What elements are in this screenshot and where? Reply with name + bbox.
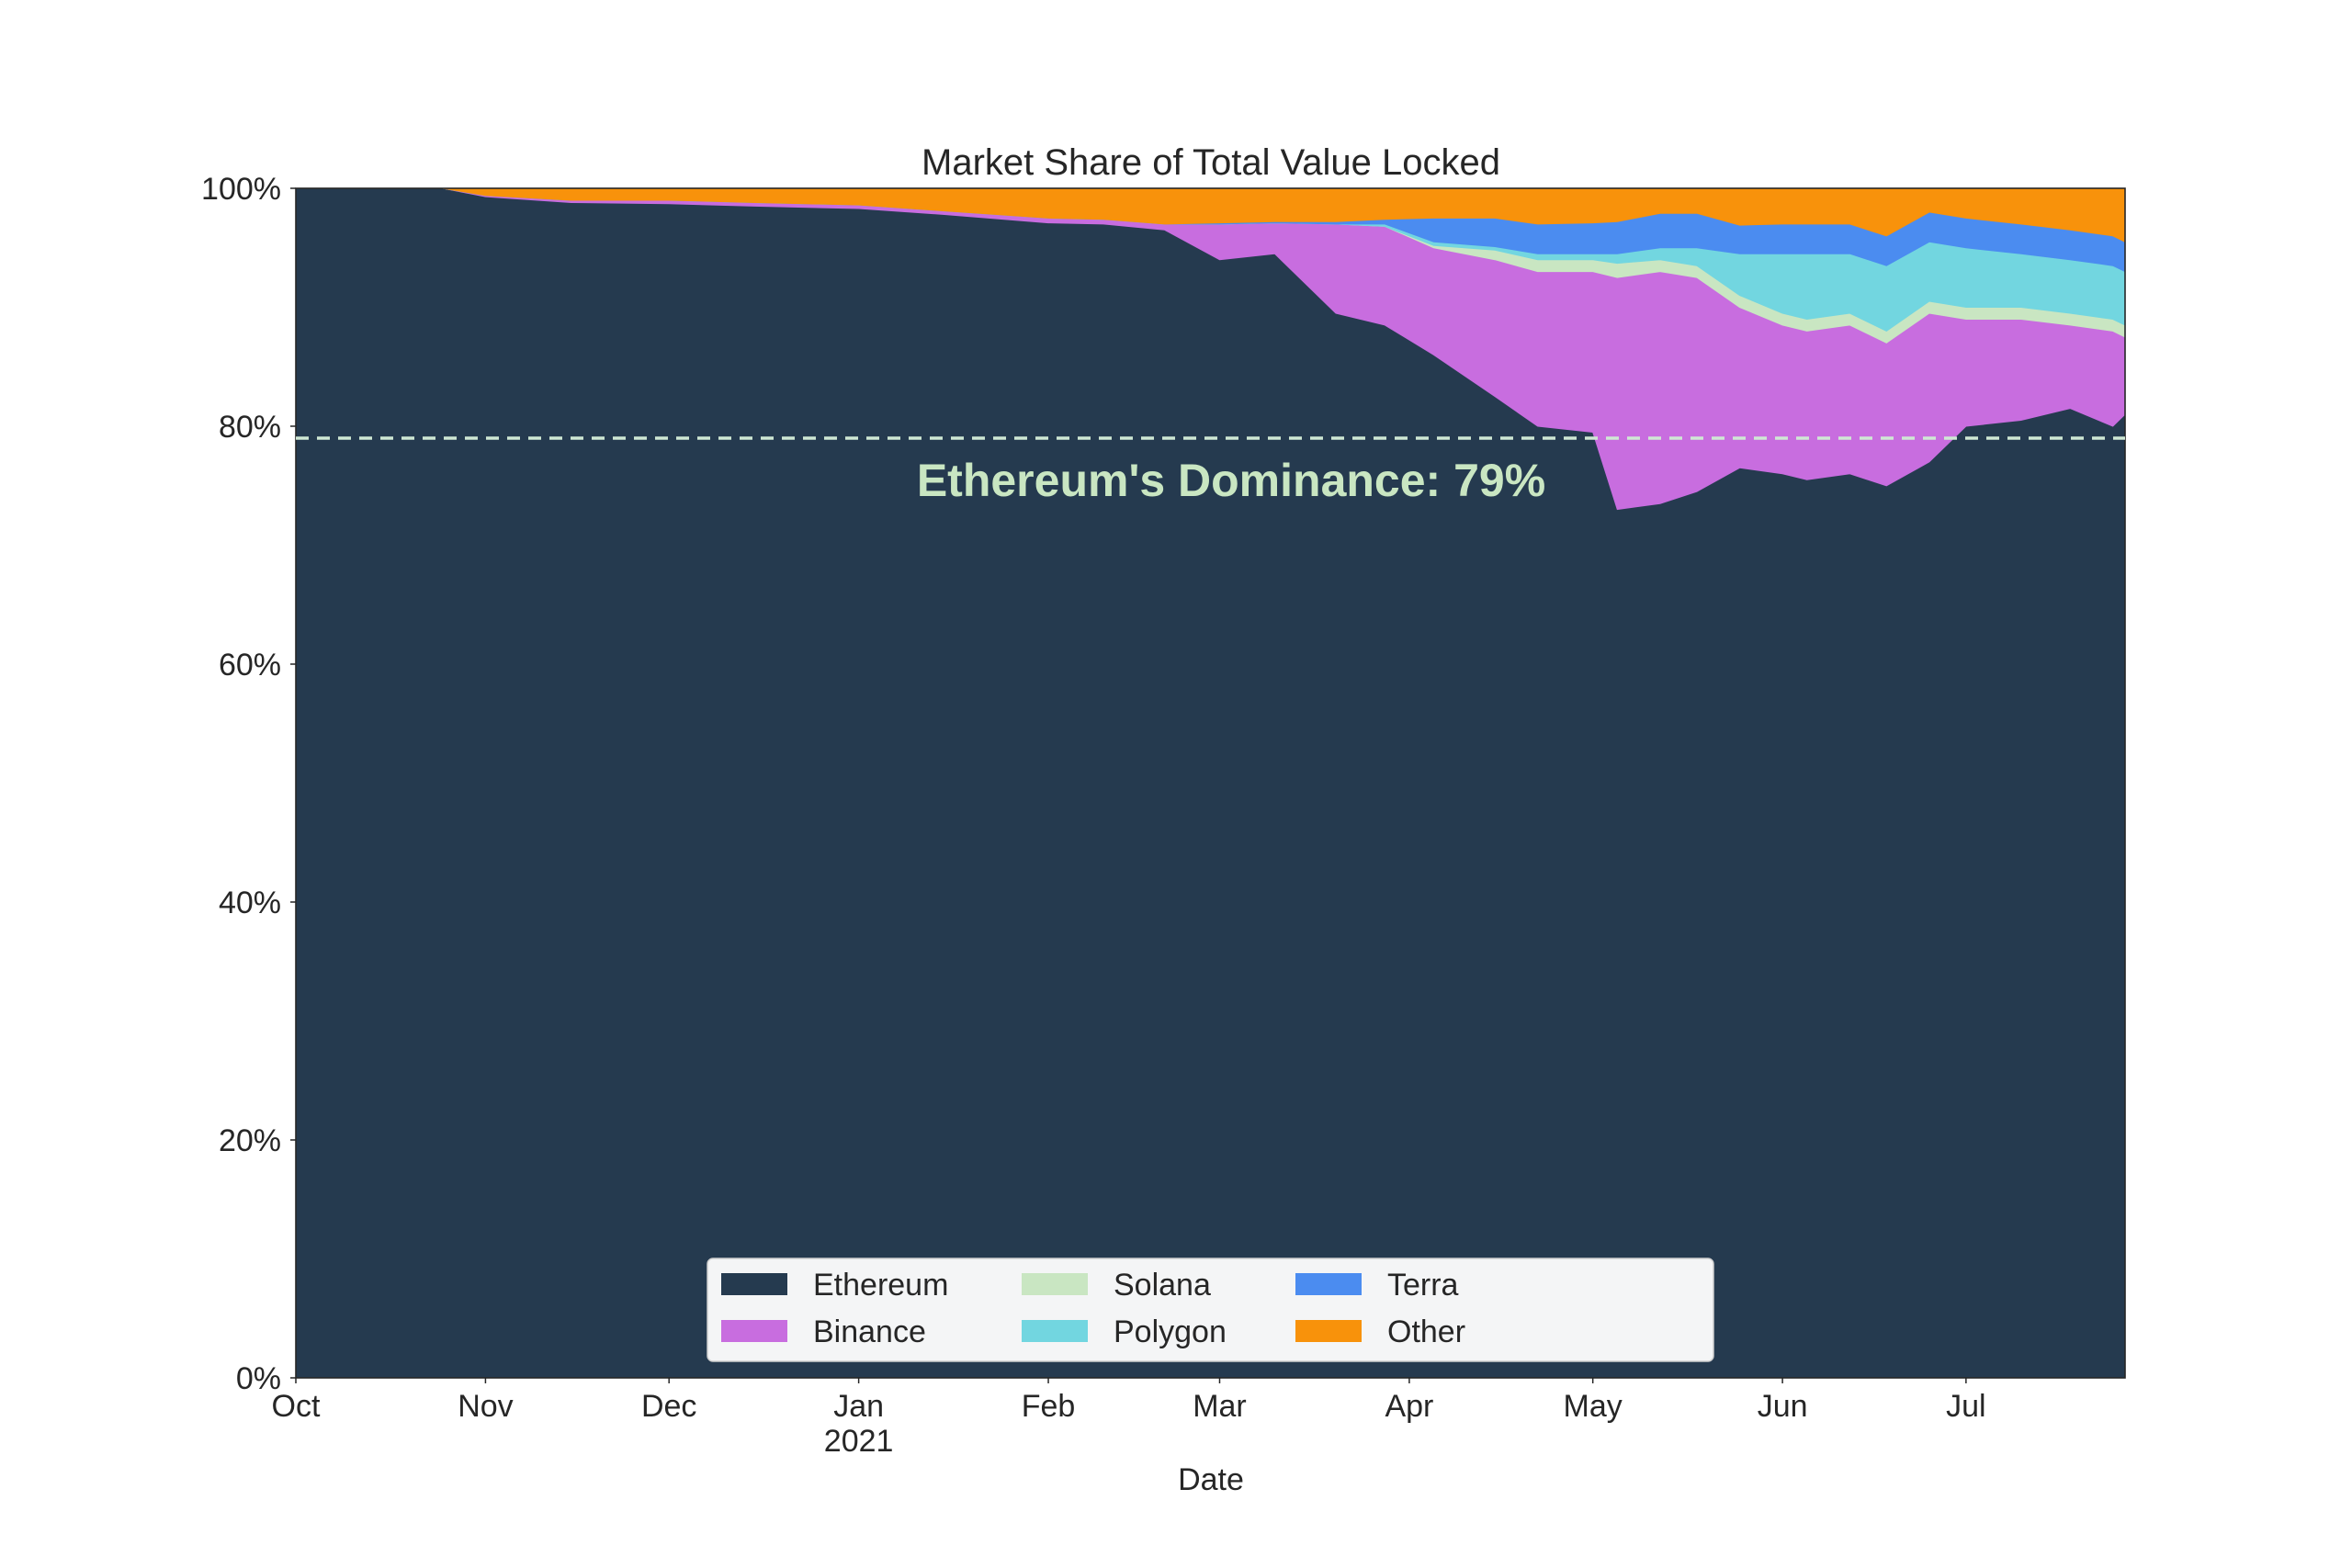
- legend: Ethereum Binance Solana Polygon Terra Other: [707, 1258, 1714, 1362]
- y-axis-ticks: 0% 20% 40% 60% 80% 100%: [201, 172, 296, 1396]
- legend-swatch-terra: [1295, 1273, 1362, 1295]
- x-tick-label: May: [1564, 1389, 1623, 1424]
- x-tick-label: Jun: [1758, 1389, 1808, 1424]
- y-tick-label: 0%: [236, 1361, 281, 1396]
- legend-label-terra: Terra: [1387, 1268, 1459, 1303]
- x-tick-label: Oct: [272, 1389, 321, 1424]
- legend-label-polygon: Polygon: [1114, 1314, 1227, 1349]
- x-tick-sublabel: 2021: [824, 1424, 894, 1459]
- chart-title: Market Share of Total Value Locked: [922, 142, 1500, 183]
- x-tick-label: Dec: [641, 1389, 696, 1424]
- x-tick-label: Jul: [1946, 1389, 1985, 1424]
- x-tick-label: Jan: [833, 1389, 884, 1424]
- ethereum-dominance-annotation: Ethereum's Dominance: 79%: [917, 455, 1545, 506]
- legend-label-solana: Solana: [1114, 1268, 1211, 1303]
- legend-swatch-other: [1295, 1320, 1362, 1342]
- y-tick-label: 100%: [201, 172, 281, 207]
- stacked-area-layers: [295, 187, 2126, 1379]
- legend-label-ethereum: Ethereum: [813, 1268, 948, 1303]
- y-tick-label: 60%: [219, 648, 281, 682]
- y-tick-label: 20%: [219, 1123, 281, 1158]
- legend-swatch-solana: [1022, 1273, 1088, 1295]
- legend-label-other: Other: [1387, 1314, 1465, 1349]
- legend-swatch-binance: [721, 1320, 787, 1342]
- x-tick-label: Feb: [1022, 1389, 1076, 1424]
- y-tick-label: 80%: [219, 410, 281, 445]
- x-tick-label: Nov: [458, 1389, 513, 1424]
- plot-frame: [295, 187, 2126, 1379]
- x-tick-label: Apr: [1385, 1389, 1433, 1424]
- y-tick-label: 40%: [219, 886, 281, 920]
- legend-label-binance: Binance: [813, 1314, 926, 1349]
- legend-swatch-ethereum: [721, 1273, 787, 1295]
- legend-box: [707, 1258, 1714, 1362]
- legend-swatch-polygon: [1022, 1320, 1088, 1342]
- x-tick-label: Mar: [1193, 1389, 1247, 1424]
- x-axis-label: Date: [1178, 1462, 1244, 1497]
